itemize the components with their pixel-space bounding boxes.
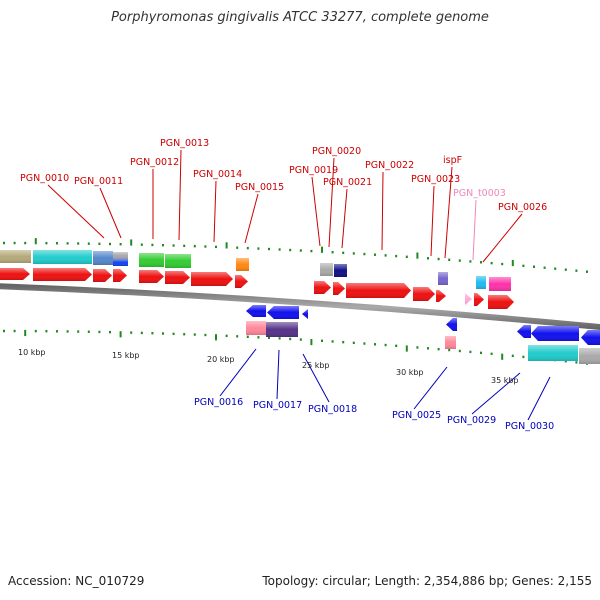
leader-line xyxy=(244,193,259,244)
gene-label-pgn-0011[interactable]: PGN_0011 xyxy=(74,176,123,187)
scale-label-20kbp: 20 kbp xyxy=(207,355,235,364)
feature-box-sheen xyxy=(33,250,92,264)
leader-line xyxy=(341,188,348,249)
gene-label-pgn-0012[interactable]: PGN_0012 xyxy=(130,157,179,168)
feature-box-sheen xyxy=(476,276,486,289)
leader-line xyxy=(527,376,551,421)
gene-label-pgn-0026[interactable]: PGN_0026 xyxy=(498,202,547,213)
reverse-gene-sheen xyxy=(531,326,579,341)
leader-line xyxy=(99,187,122,239)
feature-box-sheen xyxy=(438,272,448,285)
feature-box-sheen xyxy=(334,264,347,277)
leader-line xyxy=(213,180,217,243)
forward-gene-sheen xyxy=(413,287,435,301)
leader-line xyxy=(430,185,435,257)
gene-label-pgn-0016[interactable]: PGN_0016 xyxy=(194,397,243,408)
gene-label-pgn-0015[interactable]: PGN_0015 xyxy=(235,182,284,193)
leader-line xyxy=(444,166,453,259)
gene-label-pgn-0010[interactable]: PGN_0010 xyxy=(20,173,69,184)
gene-label-pgn-0030[interactable]: PGN_0030 xyxy=(505,421,554,432)
feature-box-sheen xyxy=(165,254,191,268)
gene-label-pgn-0018[interactable]: PGN_0018 xyxy=(308,404,357,415)
forward-gene-sheen xyxy=(314,281,331,294)
trna-gene-sheen xyxy=(465,293,472,305)
gene-label-pgn-0019[interactable]: PGN_0019 xyxy=(289,165,338,176)
gene-label-pgn-t0003[interactable]: PGN_t0003 xyxy=(453,188,506,199)
forward-gene-sheen xyxy=(333,282,345,295)
forward-gene-sheen xyxy=(33,268,92,281)
forward-gene-sheen xyxy=(0,268,30,280)
feature-box-sheen xyxy=(113,252,128,259)
scale-label-25kbp: 25 kbp xyxy=(302,361,330,370)
reverse-gene-sheen xyxy=(517,325,531,338)
gene-label-pgn-0021[interactable]: PGN_0021 xyxy=(323,177,372,188)
reverse-gene-sheen xyxy=(246,305,266,317)
feature-box-sheen xyxy=(246,321,266,335)
leader-line xyxy=(178,149,182,241)
scale-labels: 10 kbp 15 kbp 20 kbp 25 kbp 30 kbp 35 kb… xyxy=(18,348,519,385)
gene-label-pgn-0020[interactable]: PGN_0020 xyxy=(312,146,361,157)
feature-box-sheen xyxy=(236,258,249,271)
forward-gene-sheen xyxy=(488,295,514,309)
accession-text: Accession: NC_010729 xyxy=(8,574,145,588)
label-leaders xyxy=(47,149,551,421)
leader-line xyxy=(413,366,448,410)
forward-gene-sheen xyxy=(346,283,411,298)
feature-box-sheen xyxy=(579,348,600,364)
feature-box-sheen xyxy=(113,259,128,266)
gene-label-ispf[interactable]: ispF xyxy=(443,155,462,166)
reverse-gene-sheen xyxy=(267,306,299,319)
gene-label-pgn-0022[interactable]: PGN_0022 xyxy=(365,160,414,171)
scale-label-35kbp: 35 kbp xyxy=(491,376,519,385)
gene-label-pgn-0029[interactable]: PGN_0029 xyxy=(447,415,496,426)
leader-line xyxy=(302,353,330,403)
leader-line xyxy=(471,372,521,415)
gene-labels-top: PGN_0010 PGN_0011 PGN_0012 PGN_0013 PGN_… xyxy=(20,138,547,213)
leader-line xyxy=(219,348,257,397)
forward-gene-sheen xyxy=(235,275,248,288)
genome-title: Porphyromonas gingivalis ATCC 33277, com… xyxy=(111,10,489,25)
forward-gene-sheen xyxy=(93,269,112,282)
forward-gene-sheen xyxy=(139,270,164,283)
gene-label-pgn-0025[interactable]: PGN_0025 xyxy=(392,410,441,421)
scale-label-30kbp: 30 kbp xyxy=(396,368,424,377)
leader-line xyxy=(47,184,105,239)
feature-box-sheen xyxy=(93,251,113,265)
gene-label-pgn-0017[interactable]: PGN_0017 xyxy=(253,400,302,411)
leader-line xyxy=(482,213,523,263)
forward-gene-sheen xyxy=(474,293,484,306)
gene-label-pgn-0023[interactable]: PGN_0023 xyxy=(411,174,460,185)
reverse-gene-sheen xyxy=(581,330,600,345)
leader-line xyxy=(311,176,321,247)
leader-line xyxy=(472,199,477,261)
feature-box-sheen xyxy=(0,250,31,263)
gene-labels-bottom: PGN_0016 PGN_0017 PGN_0018 PGN_0025 PGN_… xyxy=(194,397,554,432)
reverse-gene-sheen xyxy=(446,318,457,331)
gene-features xyxy=(0,250,600,364)
leader-line xyxy=(381,171,384,251)
gene-label-pgn-0014[interactable]: PGN_0014 xyxy=(193,169,242,180)
scale-label-15kbp: 15 kbp xyxy=(112,351,140,360)
leader-line xyxy=(328,157,335,248)
feature-box-sheen xyxy=(445,336,456,349)
feature-box-sheen xyxy=(489,277,511,291)
feature-box-sheen xyxy=(528,345,578,361)
feature-box-sheen xyxy=(139,253,164,267)
scale-ticks xyxy=(3,238,588,365)
forward-gene-sheen xyxy=(165,271,190,284)
forward-gene-sheen xyxy=(113,269,127,282)
forward-gene-sheen xyxy=(436,290,446,302)
reverse-gene-sheen xyxy=(302,309,308,319)
scale-label-10kbp: 10 kbp xyxy=(18,348,46,357)
forward-gene-sheen xyxy=(191,272,233,286)
leader-line xyxy=(276,349,280,400)
genome-summary-text: Topology: circular; Length: 2,354,886 bp… xyxy=(262,574,592,588)
feature-box-sheen xyxy=(320,263,333,276)
genome-backbone xyxy=(0,283,600,331)
feature-box-sheen xyxy=(266,322,298,337)
gene-label-pgn-0013[interactable]: PGN_0013 xyxy=(160,138,209,149)
